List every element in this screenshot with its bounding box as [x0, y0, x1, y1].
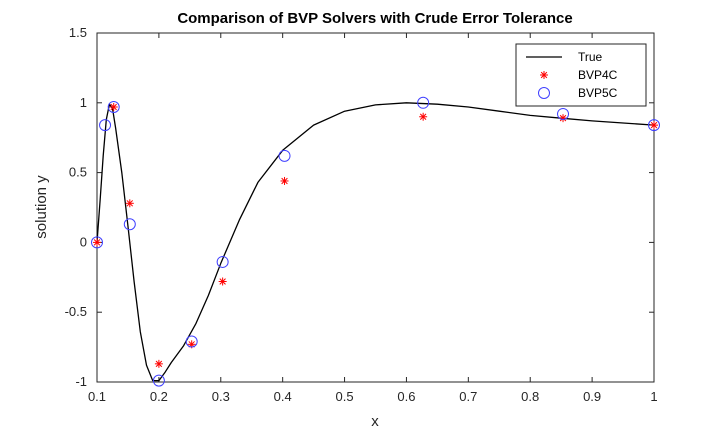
x-tick-label: 0.1	[88, 389, 106, 404]
point-bvp4c	[154, 359, 163, 368]
y-tick-label: -1	[75, 374, 87, 389]
point-bvp5c	[216, 255, 229, 268]
point-bvp4c	[280, 176, 289, 185]
point-bvp5c	[99, 119, 112, 132]
point-bvp5c	[152, 374, 165, 387]
y-tick-label: 1.5	[69, 25, 87, 40]
point-bvp4c	[125, 199, 134, 208]
legend-box	[515, 43, 647, 107]
legend-swatch-bvp4c	[540, 71, 548, 79]
point-bvp4c	[93, 238, 101, 247]
y-axis-label: solution y	[33, 175, 50, 239]
legend: True BVP4C BVP5C	[515, 43, 647, 107]
point-bvp5c	[185, 335, 198, 348]
point-bvp4c	[419, 112, 428, 121]
point-bvp5c	[123, 218, 136, 231]
point-bvp4c	[109, 102, 118, 111]
x-axis: 0.1 0.2 0.3 0.4 0.5 0.6 0.7 0.8 0.9 1	[88, 33, 658, 404]
point-bvp4c	[559, 114, 568, 123]
chart-title: Comparison of BVP Solvers with Crude Err…	[177, 10, 572, 27]
point-bvp5c	[91, 236, 103, 249]
point-bvp5c	[107, 100, 120, 113]
legend-item-bvp5c: BVP5C	[538, 86, 618, 100]
legend-label-true: True	[578, 50, 603, 64]
legend-item-bvp4c: BVP4C	[540, 68, 618, 82]
x-tick-label: 0.5	[336, 389, 354, 404]
x-tick-label: 0.9	[583, 389, 601, 404]
legend-item-true: True	[526, 50, 603, 64]
x-tick-label: 0.6	[397, 389, 415, 404]
y-tick-label: 0.5	[69, 165, 87, 180]
point-bvp5c	[648, 119, 660, 132]
y-tick-label: -0.5	[65, 304, 87, 319]
x-tick-label: 0.3	[212, 389, 230, 404]
x-tick-label: 0.8	[521, 389, 539, 404]
y-axis: -1 -0.5 0 0.5 1 1.5	[65, 25, 654, 389]
point-bvp5c	[278, 149, 291, 162]
y-tick-label: 0	[80, 234, 87, 249]
series-layer	[91, 96, 660, 387]
legend-label-bvp5c: BVP5C	[578, 86, 618, 100]
series-line-true	[96, 102, 655, 382]
x-tick-label: 1	[650, 389, 657, 404]
series-true	[96, 102, 655, 382]
series-bvp5c	[91, 96, 660, 387]
legend-label-bvp4c: BVP4C	[578, 68, 618, 82]
x-tick-label: 0.2	[150, 389, 168, 404]
x-tick-label: 0.7	[459, 389, 477, 404]
x-tick-label: 0.4	[274, 389, 292, 404]
point-bvp4c	[650, 121, 658, 130]
y-tick-label: 1	[80, 95, 87, 110]
point-bvp5c	[417, 96, 430, 109]
legend-swatch-bvp5c	[538, 87, 550, 99]
point-bvp5c	[557, 107, 570, 120]
series-bvp4c	[93, 102, 658, 368]
x-axis-label: x	[371, 413, 379, 430]
point-bvp4c	[218, 277, 227, 286]
